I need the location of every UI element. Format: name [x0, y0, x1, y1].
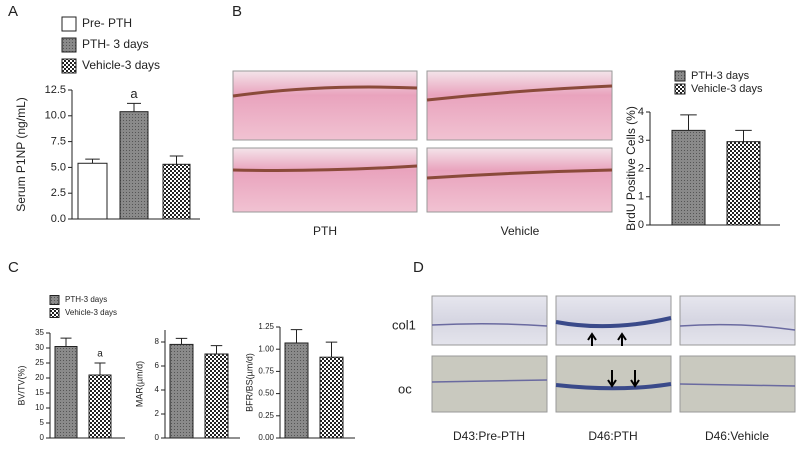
y-tick-label: 3 [638, 134, 644, 146]
error-bar [680, 114, 697, 131]
error-bar [175, 337, 188, 345]
y-tick-label: 1.00 [258, 344, 274, 353]
y-tick-label: 2 [155, 409, 160, 418]
image-label: D46:PTH [588, 429, 637, 443]
micrograph [232, 147, 418, 213]
y-tick-label: 7.5 [51, 136, 66, 148]
error-bar [735, 129, 752, 142]
error-bar [60, 337, 72, 347]
row-label: oc [398, 381, 412, 396]
y-tick-label: 20 [35, 373, 44, 382]
annotation: a [130, 86, 138, 101]
micrograph [431, 295, 548, 346]
y-axis-label: BFR/BS(µm/d) [244, 353, 254, 412]
bar [169, 343, 194, 439]
y-tick-label: 25 [35, 358, 44, 367]
micrograph [426, 147, 613, 213]
error-bar [94, 362, 106, 375]
legend-label: PTH- 3 days [82, 37, 149, 51]
legend-swatch [49, 308, 60, 318]
y-tick-label: 0 [40, 433, 45, 442]
y-tick-label: 1.25 [258, 322, 274, 331]
legend-swatch [49, 295, 60, 305]
error-bar [325, 341, 338, 358]
micrograph [679, 295, 796, 346]
y-tick-label: 12.5 [45, 84, 66, 96]
y-tick-label: 1 [638, 191, 644, 203]
legend-label: PTH-3 days [65, 295, 107, 304]
image-label: Vehicle [501, 224, 540, 238]
bar [726, 141, 761, 226]
y-tick-label: 0.75 [258, 367, 274, 376]
legend-label: Vehicle-3 days [691, 83, 763, 95]
y-tick-label: 2 [638, 162, 644, 174]
bar [284, 342, 309, 439]
image-label: PTH [313, 224, 337, 238]
y-tick-label: 15 [35, 388, 44, 397]
bar [77, 162, 108, 220]
error-bar [85, 158, 100, 164]
legend-label: Vehicle-3 days [82, 58, 160, 72]
legend-swatch [674, 70, 686, 82]
panel-label: C [8, 259, 19, 276]
y-tick-label: 2.5 [51, 187, 66, 199]
stain [555, 316, 672, 391]
y-tick-label: 0 [155, 433, 160, 442]
y-axis-label: BV/TV(%) [16, 365, 26, 405]
y-tick-label: 5.0 [51, 161, 66, 173]
error-bar [127, 102, 141, 112]
image-label: D43:Pre-PTH [453, 429, 525, 443]
y-axis-label: MAR(µm/d) [134, 361, 144, 407]
arrow [587, 332, 640, 388]
micrograph [232, 70, 418, 141]
y-tick-label: 10.0 [45, 110, 66, 122]
panel-label: D [413, 259, 424, 276]
bar [319, 356, 344, 439]
legend-swatch [61, 16, 77, 32]
y-tick-label: 5 [40, 418, 45, 427]
panel-label: B [232, 3, 242, 20]
legend-swatch [674, 83, 686, 95]
y-tick-label: 30 [35, 343, 44, 352]
bar [88, 374, 112, 439]
legend-swatch [61, 58, 77, 74]
y-tick-label: 6 [155, 361, 160, 370]
bar [671, 129, 706, 226]
y-tick-label: 0.50 [258, 389, 274, 398]
y-tick-label: 10 [35, 403, 44, 412]
y-tick-label: 8 [155, 337, 160, 346]
image-label: D46:Vehicle [705, 429, 769, 443]
y-tick-label: 0.0 [51, 213, 66, 225]
bar [162, 163, 191, 220]
panel-label: A [8, 3, 18, 20]
annotation: a [97, 349, 103, 360]
row-label: col1 [392, 317, 416, 332]
error-bar [290, 329, 303, 343]
y-tick-label: 0.25 [258, 411, 274, 420]
y-tick-label: 35 [35, 328, 44, 337]
micrograph [426, 70, 613, 141]
stain [431, 322, 796, 387]
tissue [232, 84, 613, 180]
micrographs-d: col1 oc D43:Pre-PTH D46:PTH D46:Vehicle [392, 295, 796, 443]
micrograph [431, 355, 548, 413]
bar [119, 111, 149, 220]
y-tick-label: 4 [638, 106, 644, 118]
y-tick-label: 0 [638, 219, 644, 231]
bar [204, 353, 229, 439]
error-bar [169, 155, 184, 165]
legend-label: PTH-3 days [691, 70, 750, 82]
y-tick-label: 4 [155, 385, 160, 394]
y-tick-label: 0.00 [258, 433, 274, 442]
micrograph [679, 355, 796, 413]
error-bar [210, 345, 223, 354]
legend-label: Pre- PTH [82, 16, 132, 30]
bar [54, 346, 78, 439]
micrographs-b: PTH Vehicle [232, 70, 613, 238]
legend-swatch [61, 37, 77, 53]
legend-label: Vehicle-3 days [65, 308, 117, 317]
y-axis-label: Serum P1NP (ng/mL) [14, 97, 28, 212]
y-axis-label: BrdU Positive Cells (%) [624, 106, 638, 231]
